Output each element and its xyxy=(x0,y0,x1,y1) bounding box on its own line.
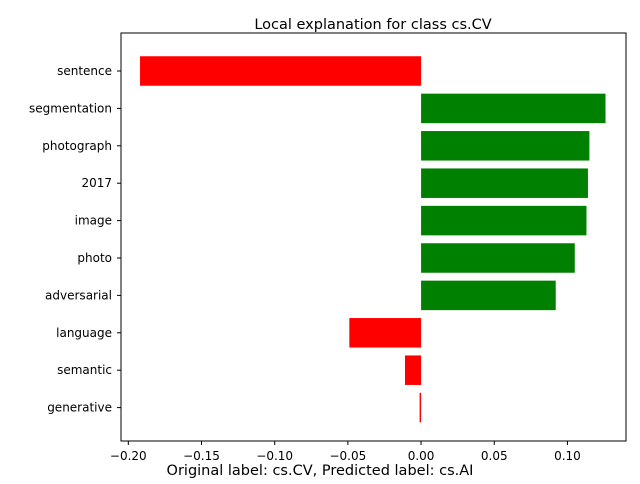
axes-frame xyxy=(120,32,627,442)
bar-semantic xyxy=(404,355,422,385)
y-axis-ticks: sentence segmentation photograph 2017 image p… xyxy=(29,64,121,415)
y-tick-label: photograph xyxy=(42,139,112,153)
x-tick-label: 0.10 xyxy=(554,449,581,463)
bar-image xyxy=(421,205,587,236)
y-tick-label: segmentation xyxy=(29,101,112,115)
x-tick-label: −0.05 xyxy=(329,449,366,463)
x-tick-label: 0.00 xyxy=(408,449,435,463)
bar-segmentation xyxy=(421,93,606,124)
x-tick-label: 0.05 xyxy=(481,449,508,463)
bar-language xyxy=(349,318,422,348)
bar-2017 xyxy=(421,168,588,198)
x-tick-label: −0.10 xyxy=(256,449,293,463)
y-tick-label: semantic xyxy=(57,363,112,377)
y-tick-label: photo xyxy=(77,251,112,265)
y-tick-label: image xyxy=(75,214,112,228)
x-axis-ticks: −0.20 −0.15 −0.10 −0.05 0.00 0.05 0.10 xyxy=(110,441,581,463)
y-tick-label: sentence xyxy=(57,64,112,78)
bar-photo xyxy=(421,243,575,273)
x-tick-label: −0.15 xyxy=(183,449,220,463)
y-tick-label: generative xyxy=(47,401,112,415)
bar-generative xyxy=(419,392,422,423)
chart-title: Local explanation for class cs.CV xyxy=(254,17,491,33)
y-tick-label: adversarial xyxy=(45,288,112,302)
bar-photograph xyxy=(421,131,590,161)
bar-sentence xyxy=(140,56,422,86)
y-tick-label: 2017 xyxy=(81,176,112,190)
y-tick-label: language xyxy=(56,326,112,340)
x-tick-label: −0.20 xyxy=(110,449,147,463)
bar-adversarial xyxy=(421,280,556,311)
chart-caption: Original label: cs.CV, Predicted label: … xyxy=(167,463,474,479)
bars-group xyxy=(140,56,606,423)
